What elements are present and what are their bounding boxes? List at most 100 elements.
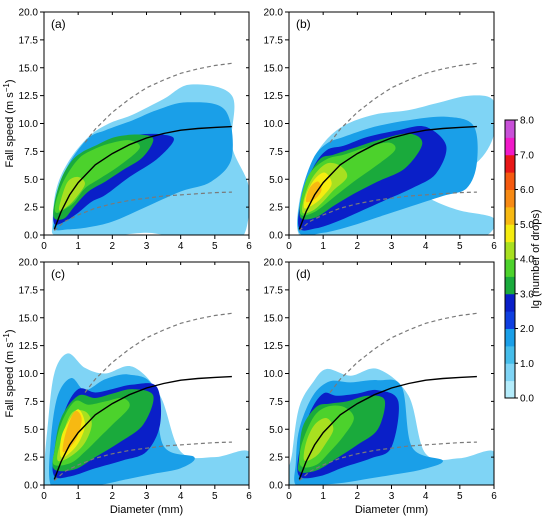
contour-region-7 <box>62 410 82 453</box>
y-tick-label: 0.0 <box>24 481 38 492</box>
x-tick-label: 1 <box>320 491 326 502</box>
y-tick-label: 10.0 <box>264 369 284 380</box>
colorbar-tick-label: 0.0 <box>520 394 534 405</box>
y-tick-label: 17.5 <box>19 285 39 296</box>
y-tick-label: 0.0 <box>269 481 283 492</box>
y-tick-label: 17.5 <box>19 35 39 46</box>
colorbar-tick-label: 7.0 <box>520 150 534 161</box>
y-tick-label: 15.0 <box>264 63 284 74</box>
y-tick-label: 15.0 <box>19 63 39 74</box>
panel-label: (d) <box>296 267 311 281</box>
y-axis-label-exponent: −1 <box>2 83 11 93</box>
x-tick-label: 3 <box>144 491 150 502</box>
x-tick-label: 2 <box>355 241 361 252</box>
x-tick-label: 5 <box>457 241 463 252</box>
x-tick-label: 4 <box>178 241 184 252</box>
reference-curve <box>53 125 232 230</box>
y-axis-label-close: ) <box>4 80 16 84</box>
upper-bound-curve <box>329 62 477 143</box>
y-tick-label: 5.0 <box>24 425 38 436</box>
y-tick-label: 17.5 <box>264 35 284 46</box>
y-tick-label: 7.5 <box>24 397 38 408</box>
panel-label: (b) <box>296 17 311 31</box>
x-tick-label: 4 <box>423 491 429 502</box>
colorbar-segment <box>505 380 515 399</box>
colorbar-segment <box>505 224 515 243</box>
y-tick-label: 20.0 <box>264 8 284 19</box>
x-axis-label: Diameter (mm) <box>355 504 428 516</box>
panel-3: 0 1 2 3 4 5 6 0.0 2.5 5.0 7.5 10.0 12.5 15.0 17.5 20.0 (… <box>264 258 498 517</box>
y-tick-label: 20.0 <box>264 258 284 269</box>
x-tick-label: 2 <box>110 241 116 252</box>
x-tick-label: 0 <box>41 241 47 252</box>
reference-curve <box>298 375 477 480</box>
x-tick-label: 0 <box>41 491 47 502</box>
colorbar-segment <box>505 293 515 312</box>
y-tick-label: 17.5 <box>264 285 284 296</box>
x-tick-label: 1 <box>75 491 81 502</box>
y-axis-label-main: Fall speed (m s <box>4 342 16 418</box>
colorbar-segment <box>505 328 515 347</box>
y-tick-label: 12.5 <box>19 91 39 102</box>
x-tick-label: 0 <box>286 241 292 252</box>
x-tick-label: 2 <box>355 491 361 502</box>
y-axis-label: Fall speed (m s−1) <box>2 330 16 418</box>
x-tick-label: 6 <box>246 241 252 252</box>
colorbar-tick-label: 3.0 <box>520 289 534 300</box>
x-tick-label: 3 <box>144 241 150 252</box>
x-tick-label: 5 <box>212 491 218 502</box>
x-tick-label: 6 <box>491 241 497 252</box>
colorbar-tick-label: 2.0 <box>520 324 534 335</box>
upper-bound-curve <box>329 312 477 393</box>
y-tick-label: 10.0 <box>19 119 39 130</box>
colorbar-segment <box>505 154 515 173</box>
colorbar-segment <box>505 345 515 364</box>
y-tick-label: 0.0 <box>269 231 283 242</box>
reference-curve <box>298 125 477 230</box>
colorbar-segment <box>505 189 515 208</box>
x-tick-label: 4 <box>423 241 429 252</box>
x-tick-label: 2 <box>110 491 116 502</box>
y-axis-label: Fall speed (m s−1) <box>2 80 16 168</box>
colorbar-segment <box>505 259 515 277</box>
y-tick-label: 7.5 <box>24 147 38 158</box>
y-tick-label: 5.0 <box>24 175 38 186</box>
y-tick-label: 10.0 <box>19 369 39 380</box>
colorbar-segment <box>505 120 515 138</box>
x-tick-label: 6 <box>491 491 497 502</box>
y-axis-label-exponent: −1 <box>2 333 11 343</box>
panel-2: 0 1 2 3 4 5 6 0.0 2.5 5.0 7.5 10.0 12.5 15.0 17.5 20.0 (… <box>2 258 252 517</box>
colorbar-segment <box>505 363 515 382</box>
y-axis-label-main: Fall speed (m s <box>4 92 16 168</box>
colorbar-tick-label: 6.0 <box>520 185 534 196</box>
contour-layer <box>289 368 494 485</box>
colorbar-tick-label: 5.0 <box>520 220 534 231</box>
y-tick-label: 10.0 <box>264 119 284 130</box>
panel-label: (c) <box>51 267 65 281</box>
y-tick-label: 12.5 <box>264 341 284 352</box>
y-tick-label: 7.5 <box>269 397 283 408</box>
upper-bound-curve <box>84 62 232 143</box>
y-tick-label: 15.0 <box>264 313 284 324</box>
colorbar-segment <box>505 137 515 156</box>
panel-0: 0 1 2 3 4 5 6 0.0 2.5 5.0 7.5 10.0 12.5 15.0 17.5 20.0 (… <box>2 8 252 253</box>
y-tick-label: 2.5 <box>269 453 283 464</box>
y-tick-label: 2.5 <box>24 453 38 464</box>
x-tick-label: 5 <box>457 491 463 502</box>
y-tick-label: 12.5 <box>264 91 284 102</box>
y-tick-label: 2.5 <box>24 203 38 214</box>
colorbar-segment <box>505 311 515 329</box>
y-tick-label: 12.5 <box>19 341 39 352</box>
colorbar-segment <box>505 276 515 295</box>
colorbar-tick-label: 1.0 <box>520 359 534 370</box>
x-tick-label: 3 <box>389 491 395 502</box>
colorbar-tick-label: 4.0 <box>520 255 534 266</box>
contour-region-7 <box>305 181 322 203</box>
y-tick-label: 15.0 <box>19 313 39 324</box>
y-tick-label: 5.0 <box>269 425 283 436</box>
panel-1: 0 1 2 3 4 5 6 0.0 2.5 5.0 7.5 10.0 12.5 15.0 17.5 20.0 (… <box>264 8 498 253</box>
colorbar-segment <box>505 206 515 225</box>
x-tick-label: 1 <box>75 241 81 252</box>
colorbar-segment <box>505 172 515 190</box>
